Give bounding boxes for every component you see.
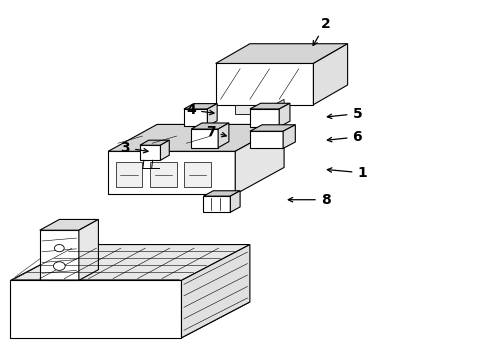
Polygon shape bbox=[250, 125, 295, 131]
Polygon shape bbox=[10, 244, 250, 280]
Polygon shape bbox=[216, 63, 314, 105]
Text: 8: 8 bbox=[288, 193, 330, 207]
Polygon shape bbox=[79, 220, 98, 280]
Polygon shape bbox=[184, 104, 217, 109]
Polygon shape bbox=[279, 103, 290, 127]
Polygon shape bbox=[250, 131, 283, 148]
Polygon shape bbox=[40, 230, 79, 280]
Polygon shape bbox=[230, 191, 240, 212]
Polygon shape bbox=[10, 280, 181, 338]
Text: 7: 7 bbox=[206, 125, 226, 139]
Polygon shape bbox=[191, 129, 218, 148]
Polygon shape bbox=[108, 125, 284, 151]
Polygon shape bbox=[216, 44, 347, 63]
Polygon shape bbox=[235, 105, 274, 114]
Polygon shape bbox=[184, 162, 211, 187]
Polygon shape bbox=[274, 99, 284, 114]
Polygon shape bbox=[235, 125, 284, 194]
Polygon shape bbox=[116, 162, 143, 187]
Polygon shape bbox=[250, 103, 290, 109]
Polygon shape bbox=[250, 109, 279, 127]
Text: 6: 6 bbox=[327, 130, 362, 144]
Polygon shape bbox=[140, 145, 160, 160]
Polygon shape bbox=[314, 44, 347, 105]
Polygon shape bbox=[150, 162, 176, 187]
Circle shape bbox=[54, 244, 64, 252]
Polygon shape bbox=[181, 244, 250, 338]
Polygon shape bbox=[140, 140, 169, 145]
Circle shape bbox=[53, 262, 65, 270]
Text: 4: 4 bbox=[186, 103, 214, 117]
Text: 3: 3 bbox=[121, 141, 148, 155]
Polygon shape bbox=[108, 151, 235, 194]
Polygon shape bbox=[283, 125, 295, 148]
Polygon shape bbox=[40, 220, 98, 230]
Polygon shape bbox=[10, 302, 250, 338]
Polygon shape bbox=[203, 196, 230, 212]
Text: 2: 2 bbox=[313, 17, 330, 45]
Polygon shape bbox=[218, 123, 229, 148]
Polygon shape bbox=[203, 191, 240, 196]
Text: 1: 1 bbox=[327, 166, 367, 180]
Polygon shape bbox=[160, 140, 169, 160]
Text: 5: 5 bbox=[327, 107, 362, 121]
Polygon shape bbox=[184, 109, 207, 126]
Polygon shape bbox=[207, 104, 217, 126]
Polygon shape bbox=[191, 123, 229, 129]
